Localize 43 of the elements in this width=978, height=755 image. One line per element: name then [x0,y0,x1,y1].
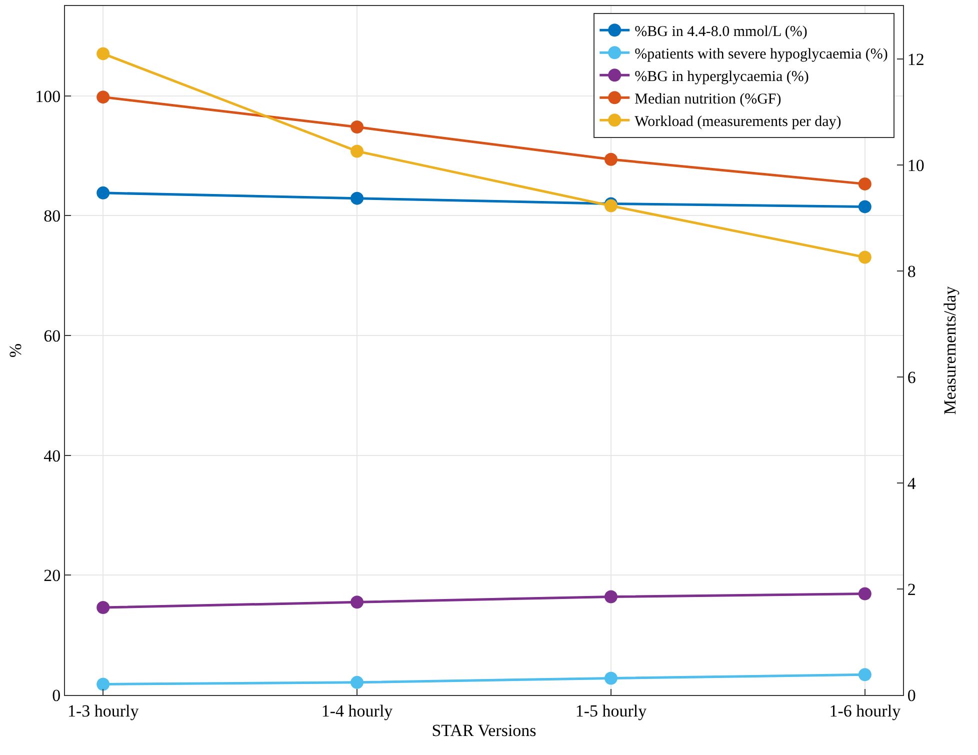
legend-label: Median nutrition (%GF) [634,91,782,108]
point [858,177,872,190]
point [96,47,110,60]
y-tick-label: 20 [44,566,61,586]
point [350,676,364,689]
point [604,152,618,166]
y2-tick-label: 8 [907,262,916,281]
legend-label: Workload (measurements per day) [634,114,842,130]
y-tick-label: 100 [35,86,61,106]
point [858,668,872,682]
point [96,186,110,200]
x-tick-label: 1-3 hourly [67,701,140,720]
x-tick-label: 1-6 hourly [829,701,902,720]
legend-label: %patients with severe hypoglycaemia (%) [634,46,888,62]
point [858,250,872,264]
x-tick-label: 1-5 hourly [575,701,648,720]
y-axis-title: % [6,343,25,358]
y2-tick-label: 10 [907,156,924,175]
y2-tick-label: 12 [907,50,924,69]
x-axis-title: STAR Versions [432,720,536,740]
y-tick-label: 60 [44,326,61,346]
y-tick-label: 40 [44,446,61,466]
y2-tick-label: 0 [907,686,916,705]
y2-tick-label: 4 [907,474,916,493]
point [96,601,110,614]
point [604,672,618,685]
legend-label: %BG in hyperglycaemia (%) [634,68,809,85]
y-tick-label: 0 [52,686,61,705]
point [858,200,872,214]
y2-tick-label: 6 [907,368,916,387]
y2-tick-label: 2 [907,580,916,599]
point [350,192,364,205]
point [96,678,110,691]
x-tick-label: 1-4 hourly [321,701,394,720]
point [350,120,364,134]
point [350,596,364,609]
y-tick-label: 80 [44,206,61,226]
point [96,90,110,104]
y2-axis-title: Measurements/day [940,286,960,415]
point [604,590,618,604]
point [350,144,364,158]
point [858,587,872,600]
legend-label: %BG in 4.4-8.0 mmol/L (%) [634,24,808,40]
